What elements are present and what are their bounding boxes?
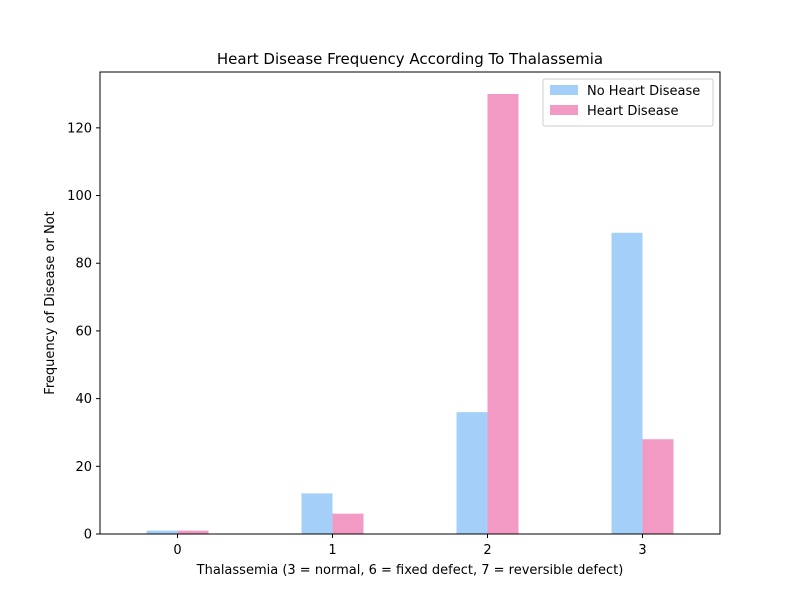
- y-tick-label: 100: [67, 189, 92, 204]
- legend-label: Heart Disease: [587, 104, 678, 119]
- chart-title: Heart Disease Frequency According To Tha…: [217, 50, 603, 68]
- x-tick-label: 3: [638, 543, 646, 558]
- legend-label: No Heart Disease: [587, 84, 700, 99]
- legend-swatch-no-heart-disease: [550, 85, 578, 95]
- bar-heart-disease-1: [332, 513, 364, 534]
- y-tick-label: 120: [67, 121, 92, 136]
- bar-heart-disease-0: [177, 530, 209, 534]
- bar-heart-disease-3: [642, 439, 674, 534]
- bar-heart-disease-2: [487, 94, 519, 534]
- y-axis-label: Frequency of Disease or Not: [43, 211, 58, 394]
- x-tick-label: 2: [483, 543, 491, 558]
- bar-no-heart-disease-3: [611, 232, 643, 534]
- x-tick-label: 1: [328, 543, 336, 558]
- x-tick-label: 0: [173, 543, 181, 558]
- y-tick-label: 80: [75, 257, 92, 272]
- y-tick-label: 40: [75, 392, 92, 407]
- x-axis-label: Thalassemia (3 = normal, 6 = fixed defec…: [196, 563, 624, 578]
- bars-layer: [146, 94, 674, 534]
- y-tick-label: 60: [75, 324, 92, 339]
- bar-no-heart-disease-1: [301, 493, 333, 534]
- legend-swatch-heart-disease: [550, 105, 578, 115]
- legend: No Heart Disease Heart Disease: [542, 78, 714, 127]
- ticks-layer: 0 1 2 3 0 20 40 60 80 100 120: [67, 121, 646, 558]
- bar-no-heart-disease-0: [146, 530, 178, 534]
- plot-frame: [99, 71, 721, 535]
- legend-frame: [542, 78, 714, 127]
- y-tick-label: 20: [75, 460, 92, 475]
- bar-no-heart-disease-2: [456, 412, 488, 534]
- y-tick-label: 0: [84, 528, 92, 543]
